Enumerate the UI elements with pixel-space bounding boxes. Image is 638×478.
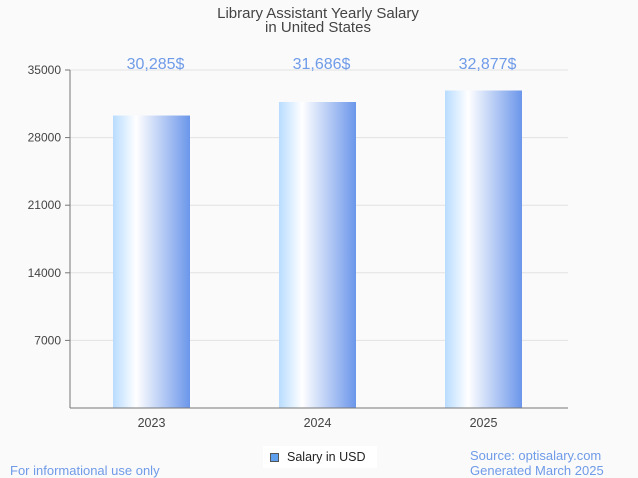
chart-subtitle: in United States <box>265 19 371 36</box>
disclaimer: For informational use only <box>10 463 160 478</box>
y-tick-label: 35000 <box>28 63 62 77</box>
x-tick-label: 2023 <box>138 416 166 430</box>
y-tick-label: 14000 <box>28 266 62 280</box>
legend-swatch <box>270 452 279 462</box>
legend-label: Salary in USD <box>287 450 366 464</box>
x-tick-label: 2024 <box>304 416 332 430</box>
chart-title: Library Assistant Yearly Salary <box>217 5 419 22</box>
y-tick-label: 21000 <box>28 198 62 212</box>
legend: Salary in USD <box>263 446 377 468</box>
value-label: 30,285$ <box>127 56 185 73</box>
y-tick-label: 7000 <box>34 333 61 347</box>
bar-2024 <box>279 102 356 408</box>
value-label: 31,686$ <box>293 56 351 73</box>
generated-date: Generated March 2025 <box>470 463 604 478</box>
x-tick-label: 2025 <box>470 416 498 430</box>
source-link[interactable]: Source: optisalary.com <box>470 448 602 463</box>
bar-2025 <box>445 90 522 409</box>
y-tick-label: 28000 <box>28 131 62 145</box>
bar-2023 <box>113 115 190 408</box>
value-label: 32,877$ <box>459 56 517 73</box>
